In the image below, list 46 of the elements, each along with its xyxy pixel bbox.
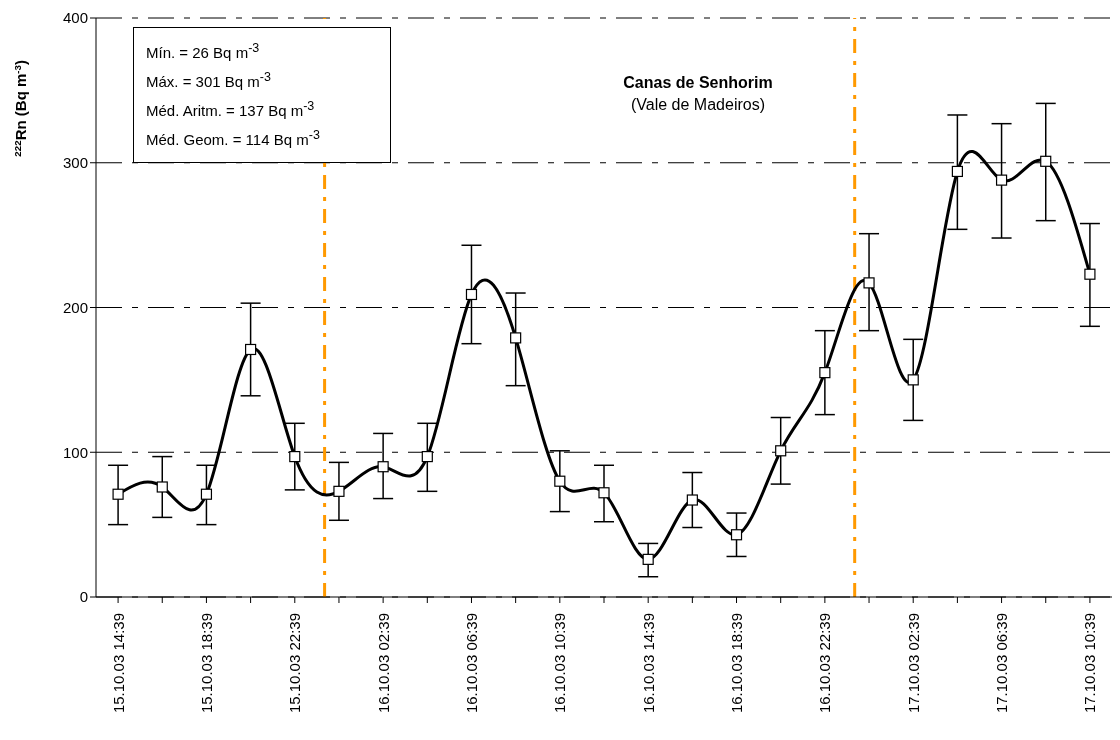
point bbox=[112, 488, 124, 500]
point bbox=[863, 277, 875, 289]
point bbox=[775, 445, 787, 457]
y-tick-label: 200 bbox=[62, 298, 88, 316]
point bbox=[1040, 155, 1052, 167]
point bbox=[951, 165, 963, 178]
x-tick-label: 16.10.03 06:39 bbox=[462, 613, 480, 714]
point bbox=[730, 529, 743, 541]
x-tick-label: 16.10.03 14:39 bbox=[639, 613, 657, 714]
y-tick-label: 300 bbox=[62, 154, 88, 172]
text: (Vale de Madeiros) bbox=[630, 96, 766, 114]
point bbox=[333, 485, 345, 497]
x-tick-label: 16.10.03 18:39 bbox=[728, 613, 746, 714]
x-tick-label: 17.10.03 10:39 bbox=[1081, 613, 1099, 714]
y-tick-label: 100 bbox=[62, 443, 88, 461]
point bbox=[686, 494, 698, 506]
x-tick-label: 16.10.03 22:39 bbox=[816, 613, 834, 714]
point bbox=[421, 450, 433, 463]
x-tick-label: 15.10.03 18:39 bbox=[197, 613, 215, 714]
point bbox=[554, 475, 566, 487]
point bbox=[819, 367, 831, 379]
point bbox=[1084, 268, 1096, 280]
point bbox=[995, 174, 1008, 186]
x-tick-label: 17.10.03 06:39 bbox=[993, 613, 1011, 714]
point bbox=[907, 374, 919, 386]
point bbox=[642, 553, 654, 565]
point bbox=[156, 481, 168, 493]
x-tick-label: 15.10.03 14:39 bbox=[109, 613, 127, 714]
point bbox=[377, 461, 389, 473]
x-tick-label: 16.10.03 10:39 bbox=[551, 613, 569, 714]
annotation: Méd. Aritm. = 137 Bq m$^{-3}$ bbox=[146, 98, 316, 121]
point bbox=[598, 487, 610, 499]
x-tick-label: 16.10.03 02:39 bbox=[374, 613, 392, 714]
annotation: Mín. = 26 Bq m$^{-3}$ bbox=[146, 40, 261, 63]
x-tick-label: 17.10.03 02:39 bbox=[904, 613, 922, 714]
text: Canas de Senhorim bbox=[622, 74, 774, 92]
point bbox=[510, 332, 522, 344]
point bbox=[289, 450, 301, 463]
point bbox=[465, 288, 478, 301]
point bbox=[245, 343, 257, 356]
annotation: Méd. Geom. = 114 Bq m$^{-3}$ bbox=[146, 127, 321, 150]
point bbox=[200, 488, 213, 500]
annotation: Máx. = 301 Bq m$^{-3}$ bbox=[146, 69, 272, 92]
y-tick-label: 400 bbox=[62, 9, 88, 27]
y-tick-label: 0 bbox=[79, 588, 88, 606]
x-tick-label: 15.10.03 22:39 bbox=[286, 613, 304, 714]
